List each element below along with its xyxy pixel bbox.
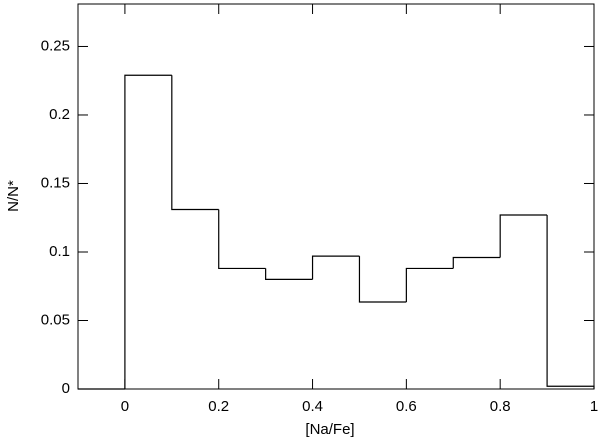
- plot-frame: [77, 3, 595, 390]
- x-tick-label: 0.2: [208, 398, 229, 415]
- histogram-step: [265, 268, 313, 280]
- histogram-step: [499, 214, 548, 258]
- y-tick-label: 0: [62, 380, 70, 397]
- histogram-step: [124, 74, 172, 389]
- histogram-step: [405, 267, 454, 302]
- x-tick-label: 0: [121, 398, 129, 415]
- y-tick-label: 0.05: [41, 311, 70, 328]
- y-tick-label: 0.1: [49, 243, 70, 260]
- x-tick-label: 0.4: [302, 398, 323, 415]
- histogram-step: [311, 255, 360, 280]
- x-tick-label: 1: [590, 398, 598, 415]
- histogram-step: [546, 214, 595, 389]
- histogram-step: [358, 256, 407, 303]
- y-axis-label: N/N*: [5, 180, 22, 212]
- y-tick-label: 0.2: [49, 106, 70, 123]
- x-tick-label: 0.6: [396, 398, 417, 415]
- histogram-step: [452, 256, 501, 269]
- x-axis-label: [Na/Fe]: [305, 421, 354, 438]
- y-tick-label: 0.25: [41, 37, 70, 54]
- histogram-step: [171, 75, 219, 211]
- x-tick-label: 0.8: [490, 398, 511, 415]
- histogram-step: [218, 209, 266, 270]
- y-tick-label: 0.15: [41, 174, 70, 191]
